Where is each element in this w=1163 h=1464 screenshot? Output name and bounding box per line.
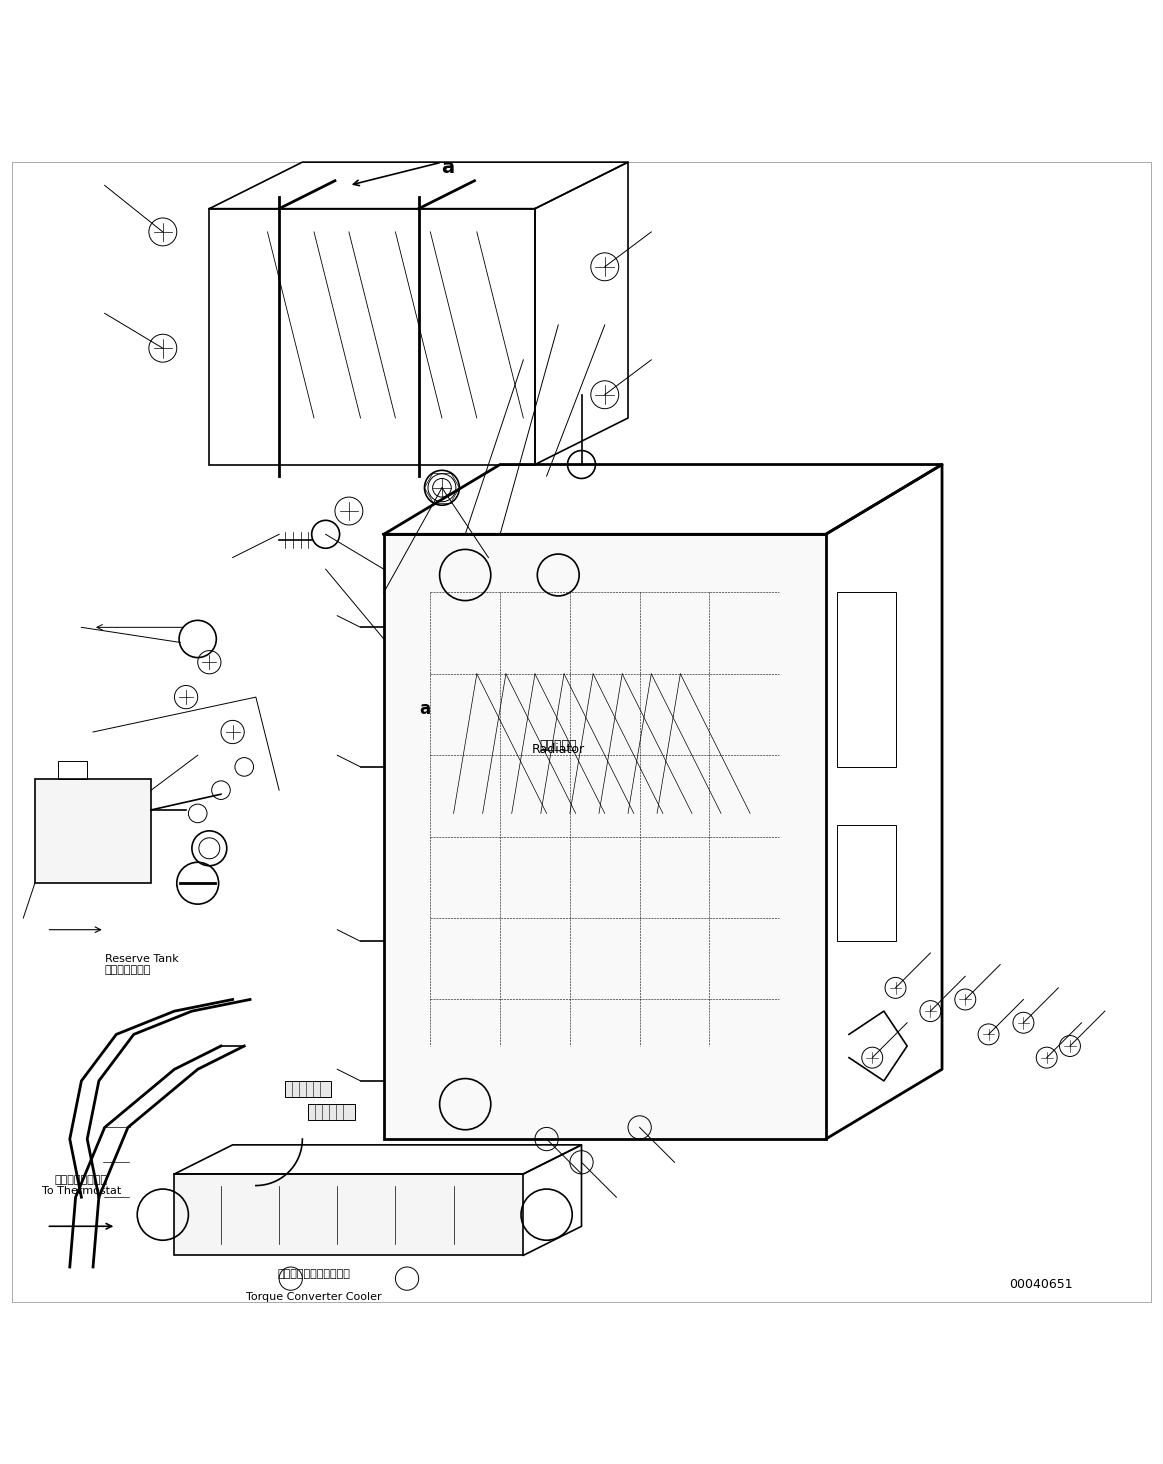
- Bar: [35, 779, 151, 883]
- Bar: [285, 1080, 331, 1097]
- Bar: [837, 826, 896, 941]
- Text: Reserve Tank: Reserve Tank: [105, 953, 178, 963]
- Text: リザーブタンク: リザーブタンク: [105, 965, 151, 975]
- Text: ラジエータ: ラジエータ: [540, 739, 577, 752]
- Bar: [308, 1104, 355, 1120]
- Bar: [837, 593, 896, 767]
- Text: a: a: [419, 700, 430, 717]
- Text: 00040651: 00040651: [1009, 1278, 1072, 1291]
- Bar: [209, 209, 535, 464]
- Text: トルクコンバータクーラ: トルクコンバータクーラ: [278, 1269, 350, 1280]
- Text: Torque Converter Cooler: Torque Converter Cooler: [247, 1293, 381, 1301]
- Bar: [58, 761, 87, 779]
- Text: a: a: [441, 158, 455, 177]
- Bar: [384, 534, 826, 1139]
- Text: Radiator: Radiator: [531, 742, 585, 755]
- Bar: [174, 1174, 523, 1255]
- Text: サーモスタットへ: サーモスタットへ: [55, 1174, 108, 1184]
- Text: To Thermostat: To Thermostat: [42, 1186, 121, 1196]
